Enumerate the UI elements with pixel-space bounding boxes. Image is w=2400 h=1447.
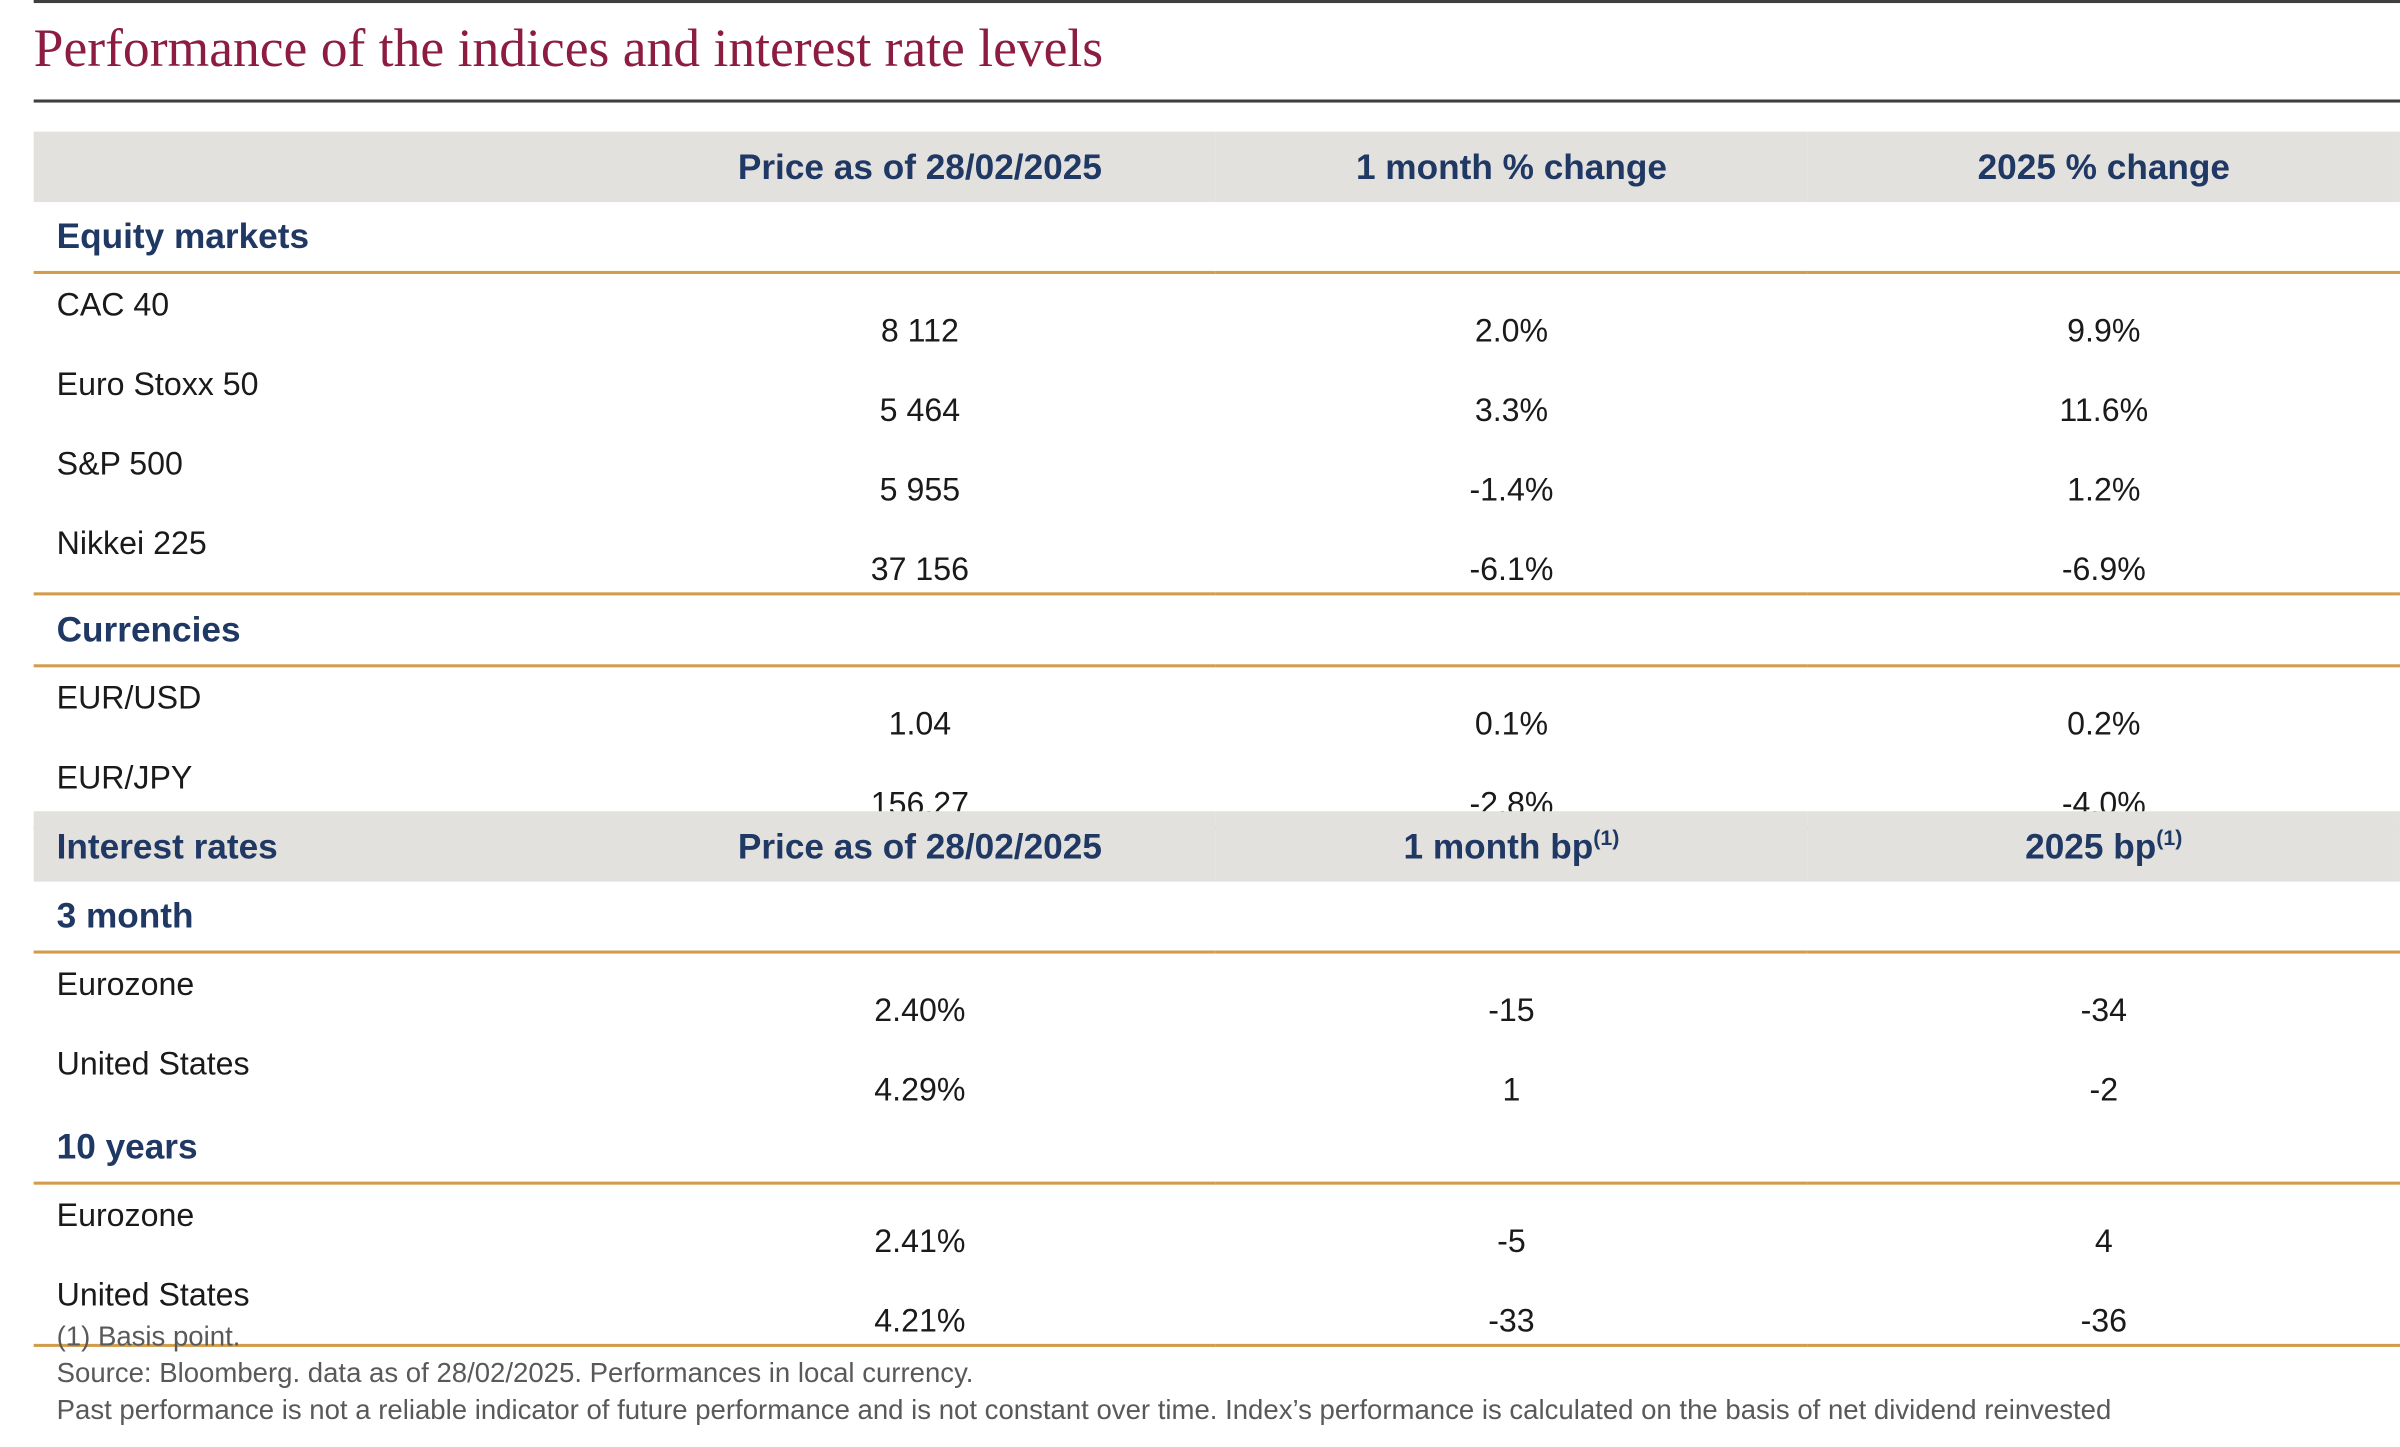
row-ytd: 1.2% — [2067, 472, 2141, 509]
title-rule — [33, 99, 2400, 103]
row-ytd: -2 — [2089, 1072, 2119, 1109]
row-1m: 3.3% — [1474, 393, 1549, 429]
indices-header-price: Price as of 28/02/2025 — [624, 131, 1216, 203]
row-label: S&P 500 — [56, 446, 183, 483]
footnote-mark: (1) — [1593, 824, 1620, 849]
row-price: 2.41% — [874, 1224, 966, 1260]
section-10-years: 10 years — [33, 1112, 2400, 1185]
section-3-month: 3 month — [33, 881, 2400, 954]
row-price: 2.40% — [874, 993, 966, 1029]
footnote-mark: (1) — [2156, 824, 2183, 849]
table-row: United States 4.21% -33 -36 — [33, 1264, 2400, 1347]
indices-header-1m: 1 month % change — [1215, 131, 1808, 203]
rates-header-row: Interest rates Price as of 28/02/2025 1 … — [33, 811, 2400, 882]
table-row: S&P 500 5 955 -1.4% 1.2% — [34, 433, 2400, 513]
table-row: Nikkei 225 37 156 -6.1% -6.9% — [33, 512, 2400, 596]
row-1m: -5 — [1497, 1224, 1526, 1260]
rates-header-1m-label: 1 month bp — [1403, 825, 1594, 866]
row-label: United States — [56, 1046, 250, 1083]
rates-header-ytd-label: 2025 bp — [2025, 825, 2157, 866]
rates-header-ytd: 2025 bp(1) — [1807, 811, 2400, 882]
indices-header-col0 — [33, 131, 625, 203]
row-price: 37 156 — [624, 512, 1216, 596]
row-price: 1.04 — [888, 707, 952, 743]
row-ytd: -34 — [2080, 993, 2128, 1029]
row-ytd: -6.9% — [1807, 512, 2400, 596]
row-ytd: 0.2% — [2067, 707, 2141, 743]
table-row: United States 4.29% 1 -2 — [34, 1033, 2400, 1113]
row-price: 8 112 — [880, 313, 959, 349]
row-label: Eurozone — [56, 1198, 195, 1234]
row-price: 4.29% — [874, 1072, 966, 1109]
row-label: United States — [33, 1264, 625, 1347]
row-price: 5 955 — [879, 472, 961, 509]
row-ytd: 4 — [2094, 1224, 2113, 1260]
table-row: Euro Stoxx 50 5 464 3.3% 11.6% — [34, 354, 2400, 434]
row-1m: -15 — [1488, 993, 1535, 1029]
top-rule — [33, 0, 2400, 4]
section-10-years-title: 10 years — [33, 1112, 2400, 1185]
section-3-month-title: 3 month — [33, 881, 2400, 954]
row-ytd: 9.9% — [2067, 313, 2141, 349]
footnotes: (1) Basis point. Source: Bloomberg. data… — [57, 1318, 2112, 1428]
row-label: EUR/USD — [56, 681, 202, 717]
footnote-basis-point: (1) Basis point. — [56, 1320, 241, 1352]
row-1m: 1 — [1502, 1072, 1521, 1109]
rates-table: Interest rates Price as of 28/02/2025 1 … — [33, 811, 2400, 1347]
table-row: Eurozone 2.41% -5 4 — [34, 1183, 2400, 1264]
row-label: Eurozone — [56, 967, 195, 1003]
table-row: Eurozone 2.40% -15 -34 — [34, 952, 2400, 1033]
row-price: 4.21% — [624, 1264, 1216, 1347]
row-label: Nikkei 225 — [33, 512, 625, 596]
row-label: Euro Stoxx 50 — [56, 367, 259, 403]
table-row: EUR/USD 1.04 0.1% 0.2% — [34, 666, 2400, 747]
table-row: CAC 40 8 112 2.0% 9.9% — [34, 272, 2400, 353]
row-1m: 0.1% — [1474, 707, 1549, 743]
footnote-source: Source: Bloomberg. data as of 28/02/2025… — [56, 1357, 974, 1389]
row-ytd: -36 — [1807, 1264, 2400, 1347]
rates-header-col0: Interest rates — [33, 811, 625, 882]
indices-header-ytd: 2025 % change — [1807, 131, 2400, 203]
footnote-disclaimer: Past performance is not a reliable indic… — [56, 1394, 2112, 1425]
row-price: 5 464 — [879, 393, 961, 429]
section-equity: Equity markets — [33, 202, 2400, 274]
row-label: CAC 40 — [56, 287, 170, 323]
section-currencies: Currencies — [33, 593, 2400, 668]
rates-header-price: Price as of 28/02/2025 — [624, 811, 1216, 882]
row-1m: 2.0% — [1474, 313, 1549, 349]
row-1m: -6.1% — [1215, 512, 1808, 596]
row-1m: -1.4% — [1469, 472, 1554, 509]
indices-header-row: Price as of 28/02/2025 1 month % change … — [33, 131, 2400, 203]
indices-table: Price as of 28/02/2025 1 month % change … — [33, 131, 2400, 830]
section-equity-title: Equity markets — [33, 202, 2400, 274]
row-1m: -33 — [1215, 1264, 1808, 1347]
rates-header-1m: 1 month bp(1) — [1215, 811, 1808, 882]
row-ytd: 11.6% — [2059, 393, 2149, 429]
section-currencies-title: Currencies — [33, 593, 2400, 668]
page-title: Performance of the indices and interest … — [33, 18, 1104, 79]
